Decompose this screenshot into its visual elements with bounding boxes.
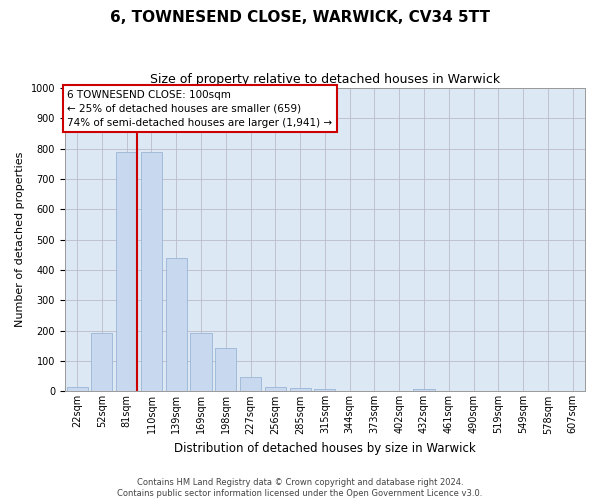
Bar [215,348,236,392]
Text: 6 TOWNESEND CLOSE: 100sqm
← 25% of detached houses are smaller (659)
74% of semi: 6 TOWNESEND CLOSE: 100sqm ← 25% of detac… [67,90,332,128]
Bar [141,152,162,392]
Bar [91,333,112,392]
Bar [67,387,88,392]
Bar [166,258,187,392]
Bar [190,333,212,392]
Y-axis label: Number of detached properties: Number of detached properties [15,152,25,328]
Text: Contains HM Land Registry data © Crown copyright and database right 2024.
Contai: Contains HM Land Registry data © Crown c… [118,478,482,498]
Bar [265,387,286,392]
X-axis label: Distribution of detached houses by size in Warwick: Distribution of detached houses by size … [174,442,476,455]
Bar [314,389,335,392]
Title: Size of property relative to detached houses in Warwick: Size of property relative to detached ho… [150,72,500,86]
Bar [240,377,261,392]
Bar [413,389,434,392]
Bar [290,388,311,392]
Bar [116,152,137,392]
Text: 6, TOWNESEND CLOSE, WARWICK, CV34 5TT: 6, TOWNESEND CLOSE, WARWICK, CV34 5TT [110,10,490,25]
